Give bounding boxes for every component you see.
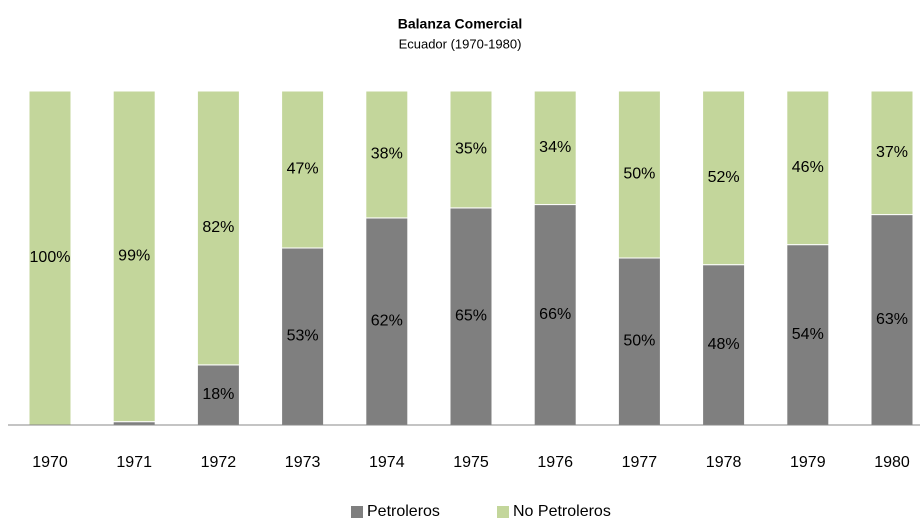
x-tick-label: 1979: [790, 454, 826, 471]
legend-swatch: [497, 506, 509, 518]
bar-segment: [281, 90, 325, 249]
x-tick-label: 1970: [32, 454, 68, 471]
bar-segment: [702, 90, 746, 266]
x-tick-label: 1977: [622, 454, 658, 471]
data-label: 48%: [708, 336, 740, 353]
legend-label: No Petroleros: [513, 503, 611, 520]
bar-segment: [617, 90, 661, 259]
x-tick-label: 1980: [874, 454, 910, 471]
bar-segment: [449, 207, 493, 426]
data-label: 35%: [455, 141, 487, 158]
data-label: 62%: [371, 313, 403, 330]
data-label: 65%: [455, 308, 487, 325]
bar-segment: [870, 214, 914, 426]
data-label: 50%: [623, 166, 655, 183]
x-tick-label: 1978: [706, 454, 742, 471]
data-label: 46%: [792, 159, 824, 176]
bar-segment: [196, 364, 240, 426]
chart-subtitle: Ecuador (1970-1980): [399, 36, 522, 51]
data-label: 52%: [708, 169, 740, 186]
bar-segment: [870, 90, 914, 216]
data-label: 18%: [202, 386, 234, 403]
x-tick-label: 1975: [453, 454, 489, 471]
data-label: 82%: [202, 219, 234, 236]
bar-segment: [786, 90, 830, 246]
bar-segment: [112, 90, 156, 423]
x-tick-label: 1973: [285, 454, 321, 471]
data-label: 38%: [371, 146, 403, 163]
bar-segment: [28, 90, 72, 426]
data-label: 34%: [539, 139, 571, 156]
data-label: 66%: [539, 306, 571, 323]
bar-segment: [365, 90, 409, 219]
bar-segment: [449, 90, 493, 209]
data-label: 54%: [792, 326, 824, 343]
bar-segment: [112, 421, 156, 426]
bar-segment: [617, 257, 661, 426]
x-tick-label: 1974: [369, 454, 405, 471]
data-label: 47%: [287, 161, 319, 178]
data-label: 100%: [30, 249, 71, 266]
data-label: 37%: [876, 144, 908, 161]
bar-segment: [533, 90, 577, 206]
x-tick-label: 1972: [201, 454, 237, 471]
legend-swatch: [351, 506, 363, 518]
data-label: 53%: [287, 328, 319, 345]
x-tick-label: 1971: [116, 454, 152, 471]
data-label: 63%: [876, 311, 908, 328]
data-label: 99%: [118, 248, 150, 265]
data-label: 50%: [623, 333, 655, 350]
bar-segment: [196, 90, 240, 366]
chart-title: Balanza Comercial: [398, 16, 523, 32]
x-tick-label: 1976: [537, 454, 573, 471]
legend-label: Petroleros: [367, 503, 440, 520]
